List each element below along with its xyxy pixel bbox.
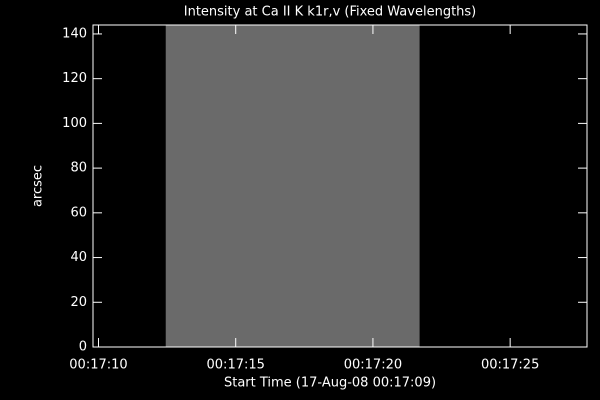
y-tick-label: 40 xyxy=(70,250,87,265)
y-tick-label: 60 xyxy=(70,205,87,220)
image-band xyxy=(165,25,420,347)
plot-frame xyxy=(92,24,588,348)
y-tick-label: 100 xyxy=(62,116,87,131)
y-tick-label: 140 xyxy=(62,26,87,41)
y-tick-label: 120 xyxy=(62,71,87,86)
x-tick-label: 00:17:25 xyxy=(481,358,539,373)
y-tick-label: 0 xyxy=(79,340,87,355)
y-tick-label: 80 xyxy=(70,161,87,176)
chart-title: Intensity at Ca II K k1r,v (Fixed Wavele… xyxy=(184,5,477,20)
y-axis-label: arcsec xyxy=(31,165,46,207)
x-axis-label: Start Time (17-Aug-08 00:17:09) xyxy=(224,376,436,391)
x-tick-label: 00:17:10 xyxy=(69,358,127,373)
y-tick-label: 20 xyxy=(70,295,87,310)
x-tick-label: 00:17:20 xyxy=(344,358,402,373)
x-tick-label: 00:17:15 xyxy=(207,358,265,373)
